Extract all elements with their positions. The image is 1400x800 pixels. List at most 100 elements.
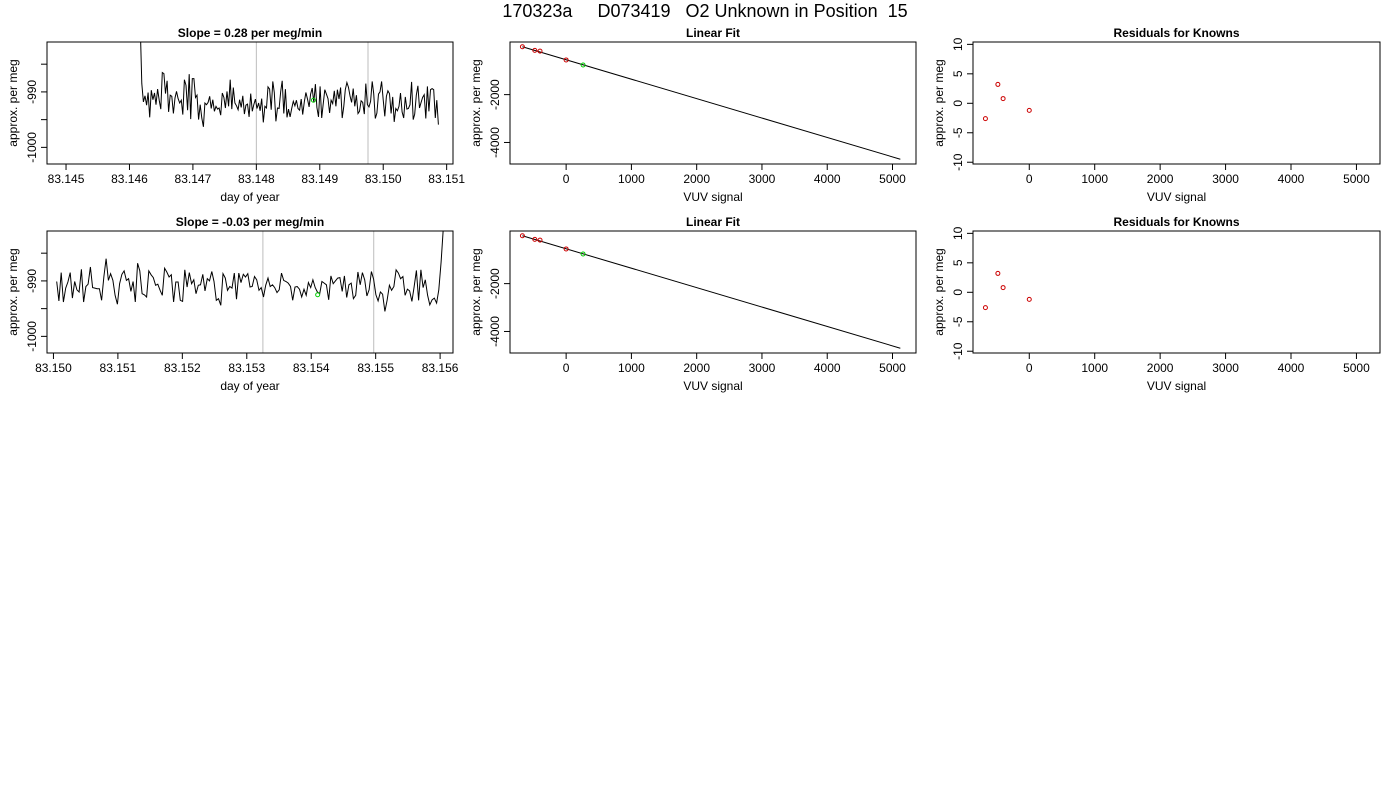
x-tick-label: 83.152 — [164, 361, 201, 375]
y-axis-label: approx. per meg — [932, 248, 946, 335]
plot-area — [519, 233, 901, 349]
plot-area — [519, 44, 901, 160]
residual-point — [982, 116, 988, 122]
chart-title: Slope = -0.03 per meg/min — [176, 215, 324, 229]
x-tick-label: 83.153 — [228, 361, 265, 375]
x-tick-label: 1000 — [618, 172, 645, 186]
x-tick-label: 3000 — [1212, 361, 1239, 375]
plot-area — [982, 270, 1032, 311]
chart-title: Residuals for Knowns — [1113, 215, 1239, 229]
y-tick-label: -5 — [951, 127, 965, 138]
plot-area — [56, 231, 444, 353]
x-tick-label: 5000 — [1343, 361, 1370, 375]
y-axis-label: approx. per meg — [469, 59, 483, 146]
y-tick-label: -10 — [951, 342, 965, 360]
y-tick-label: -4000 — [488, 127, 502, 158]
y-axis-label: approx. per meg — [932, 59, 946, 146]
x-tick-label: 1000 — [618, 361, 645, 375]
x-tick-label: 3000 — [1212, 172, 1239, 186]
chart-title: Residuals for Knowns — [1113, 26, 1239, 40]
y-tick-label: 10 — [951, 226, 965, 240]
x-tick-label: 0 — [563, 361, 570, 375]
x-axis-label: day of year — [220, 379, 279, 393]
unknown-sample-marker — [315, 292, 321, 298]
x-tick-label: 5000 — [879, 172, 906, 186]
x-axis-label: VUV signal — [683, 379, 742, 393]
y-tick-label: -10 — [951, 153, 965, 171]
y-tick-label: -2000 — [488, 268, 502, 299]
plot-frame — [972, 230, 1381, 354]
chart-title: Slope = 0.28 per meg/min — [178, 26, 322, 40]
y-tick-label: 0 — [951, 289, 965, 296]
x-tick-label: 5000 — [879, 361, 906, 375]
x-tick-label: 2000 — [1147, 361, 1174, 375]
x-tick-label: 5000 — [1343, 172, 1370, 186]
x-tick-label: 4000 — [1278, 361, 1305, 375]
y-axis-label: approx. per meg — [469, 248, 483, 335]
residual-point — [1026, 296, 1032, 302]
x-tick-label: 83.148 — [238, 172, 275, 186]
unknown-point — [580, 251, 586, 257]
x-axis-label: VUV signal — [1147, 190, 1206, 204]
known-point — [532, 47, 538, 53]
x-tick-label: 3000 — [749, 361, 776, 375]
plot-frame — [46, 230, 454, 354]
chart-title: Linear Fit — [686, 26, 740, 40]
unknown-sample-marker — [310, 97, 316, 103]
y-tick-label: -5 — [951, 316, 965, 327]
y-tick-label: -2000 — [488, 79, 502, 110]
x-axis-label: VUV signal — [1147, 379, 1206, 393]
x-tick-label: 83.145 — [48, 172, 85, 186]
plot-frame — [46, 41, 454, 165]
known-point — [537, 237, 543, 243]
x-tick-label: 0 — [1026, 172, 1033, 186]
plot-frame — [972, 41, 1381, 165]
residual-point — [995, 81, 1001, 87]
x-tick-label: 2000 — [683, 172, 710, 186]
unknown-point — [580, 62, 586, 68]
known-point — [532, 236, 538, 242]
known-point — [519, 44, 525, 50]
plot-area — [982, 81, 1032, 122]
residual-point — [1000, 285, 1006, 291]
residual-point — [1026, 107, 1032, 113]
residual-point — [995, 270, 1001, 276]
page-title: 170323a D073419 O2 Unknown in Position 1… — [502, 1, 908, 21]
x-axis-label: day of year — [220, 190, 279, 204]
signal-trace — [140, 42, 439, 127]
x-tick-label: 0 — [1026, 361, 1033, 375]
x-tick-label: 4000 — [814, 172, 841, 186]
x-axis-label: VUV signal — [683, 190, 742, 204]
y-tick-label: 0 — [951, 100, 965, 107]
plot-area — [140, 42, 439, 164]
y-tick-label: -990 — [25, 80, 39, 104]
x-tick-label: 0 — [563, 172, 570, 186]
y-tick-label: -4000 — [488, 316, 502, 347]
y-tick-label: -1000 — [25, 321, 39, 352]
residual-point — [982, 305, 988, 311]
x-tick-label: 83.156 — [422, 361, 459, 375]
x-tick-label: 83.154 — [293, 361, 330, 375]
x-tick-label: 83.151 — [100, 361, 137, 375]
residual-point — [1000, 96, 1006, 102]
y-axis-label: approx. per meg — [6, 248, 20, 335]
y-tick-label: 5 — [951, 70, 965, 77]
x-tick-label: 4000 — [1278, 172, 1305, 186]
x-tick-label: 2000 — [683, 361, 710, 375]
x-tick-label: 83.149 — [301, 172, 338, 186]
y-tick-label: 5 — [951, 259, 965, 266]
y-tick-label: 10 — [951, 37, 965, 51]
x-tick-label: 4000 — [814, 361, 841, 375]
known-point — [563, 57, 569, 63]
plot-frame — [509, 41, 917, 165]
y-axis-label: approx. per meg — [6, 59, 20, 146]
x-tick-label: 2000 — [1147, 172, 1174, 186]
x-tick-label: 1000 — [1081, 361, 1108, 375]
x-tick-label: 83.146 — [111, 172, 148, 186]
